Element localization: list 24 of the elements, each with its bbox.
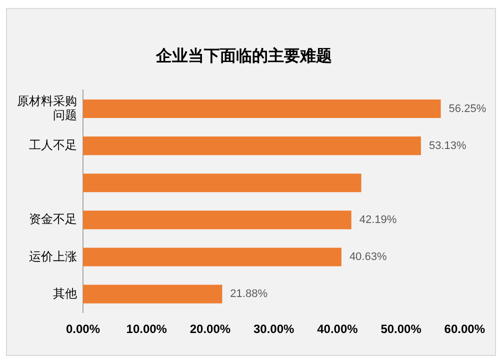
data-label: 56.25% <box>448 102 486 115</box>
data-label: 21.88% <box>230 288 268 300</box>
y-tick-label: 工人不足 <box>29 138 77 152</box>
y-tick-label: 运价上涨 <box>29 249 77 264</box>
bar <box>83 136 421 156</box>
bar <box>83 99 441 118</box>
data-label: 40.63% <box>349 251 387 264</box>
x-tick-label: 10.00% <box>126 322 168 336</box>
x-tick-label: 60.00% <box>444 322 486 336</box>
data-label: 42.19% <box>359 214 397 226</box>
x-tick-label: 50.00% <box>380 322 422 336</box>
bar <box>83 248 342 266</box>
data-label: 53.13% <box>428 140 466 152</box>
bar <box>83 210 352 230</box>
chart-title: 企业当下面临的主要难题 <box>155 46 332 65</box>
x-tick-label: 20.00% <box>190 322 231 336</box>
y-tick-label: 原材料采购问题 <box>17 94 77 122</box>
x-tick-label: 40.00% <box>317 322 358 336</box>
y-tick-label: 其他 <box>53 286 77 300</box>
x-tick-label: 30.00% <box>253 322 295 336</box>
y-tick-label: 资金不足 <box>29 212 77 226</box>
bar <box>83 174 362 192</box>
x-tick-label: 0.00% <box>66 322 100 336</box>
bar <box>83 284 222 304</box>
